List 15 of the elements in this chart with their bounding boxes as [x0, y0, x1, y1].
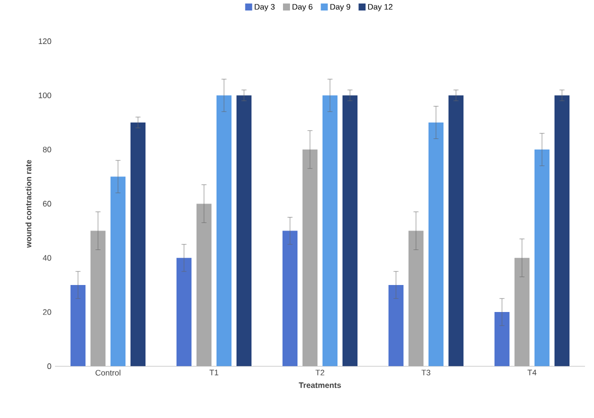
bar: [448, 95, 464, 366]
bar: [70, 284, 86, 366]
bar: [494, 312, 510, 366]
bar: [130, 122, 146, 366]
bar: [342, 95, 358, 366]
bar: [428, 122, 444, 366]
bar: [216, 95, 232, 366]
bar: [322, 95, 338, 366]
bar: [282, 230, 298, 366]
bar: [176, 258, 192, 366]
bar: [110, 176, 126, 366]
bar: [534, 149, 550, 366]
bar: [388, 284, 404, 366]
bar: [554, 95, 570, 366]
bar: [236, 95, 252, 366]
